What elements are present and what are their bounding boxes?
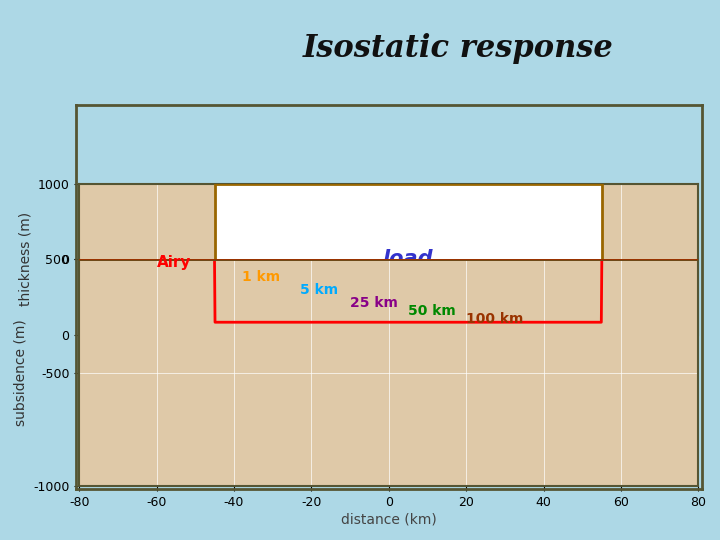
Text: 5 km: 5 km: [300, 284, 338, 298]
Y-axis label: subsidence (m): subsidence (m): [14, 319, 27, 426]
Y-axis label: thickness (m): thickness (m): [18, 212, 32, 306]
Text: 50 km: 50 km: [408, 304, 456, 318]
Text: load: load: [383, 249, 433, 269]
Text: Isostatic response: Isostatic response: [302, 33, 613, 64]
Text: 1 km: 1 km: [242, 270, 280, 284]
Bar: [215, 184, 602, 335]
Text: 25 km: 25 km: [350, 296, 398, 310]
Text: Airy: Airy: [156, 255, 191, 270]
Text: 100 km: 100 km: [467, 312, 523, 326]
X-axis label: distance (km): distance (km): [341, 513, 436, 527]
